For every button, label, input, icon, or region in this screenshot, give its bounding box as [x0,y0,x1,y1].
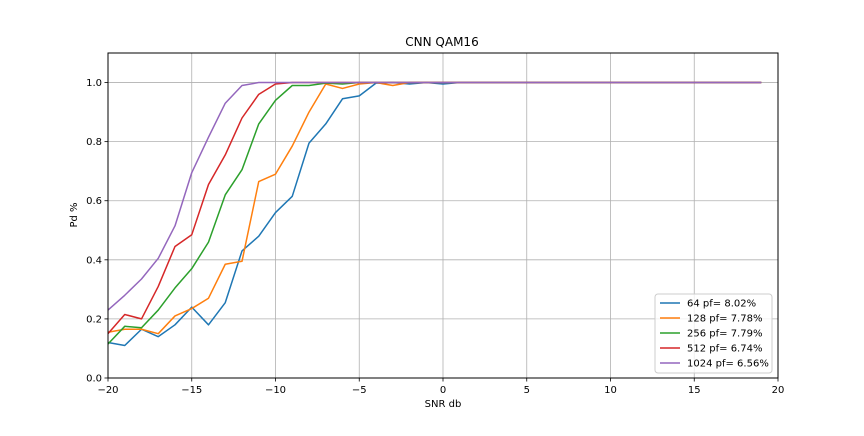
y-axis-ticks: 0.0 0.2 0.4 0.6 0.8 1.0 [86,78,108,385]
y-axis-label: Pd % [69,202,80,227]
x-tick-label: 20 [772,385,785,396]
chart-title: CNN QAM16 [405,35,478,49]
x-axis-ticks: −20 −15 −10 −5 0 5 10 15 20 [97,378,784,396]
series-lines [107,81,762,347]
legend: 64 pf= 8.02% 128 pf= 7.78% 256 pf= 7.79% 51… [654,293,773,374]
x-tick-label: −5 [352,385,367,396]
y-tick-label: 0.0 [86,374,102,385]
x-tick-label: 10 [604,385,617,396]
y-tick-label: 1.0 [86,78,102,89]
legend-label-0: 64 pf= 8.02% [687,299,756,310]
x-axis-label: SNR db [425,399,462,410]
legend-label-2: 256 pf= 7.79% [687,329,762,340]
legend-label-3: 512 pf= 6.74% [687,344,762,355]
x-tick-label: 5 [524,385,530,396]
y-tick-label: 0.4 [86,255,102,266]
series-line-4 [107,81,762,311]
x-tick-label: −20 [97,385,118,396]
x-tick-label: −15 [181,385,202,396]
x-tick-label: 15 [688,385,701,396]
y-tick-label: 0.6 [86,196,102,207]
x-tick-label: 0 [440,385,446,396]
y-tick-label: 0.2 [86,314,102,325]
x-tick-label: −10 [265,385,286,396]
legend-label-4: 1024 pf= 6.56% [687,359,769,370]
legend-label-1: 128 pf= 7.78% [687,314,762,325]
y-tick-label: 0.8 [86,137,102,148]
legend-box [654,293,773,374]
